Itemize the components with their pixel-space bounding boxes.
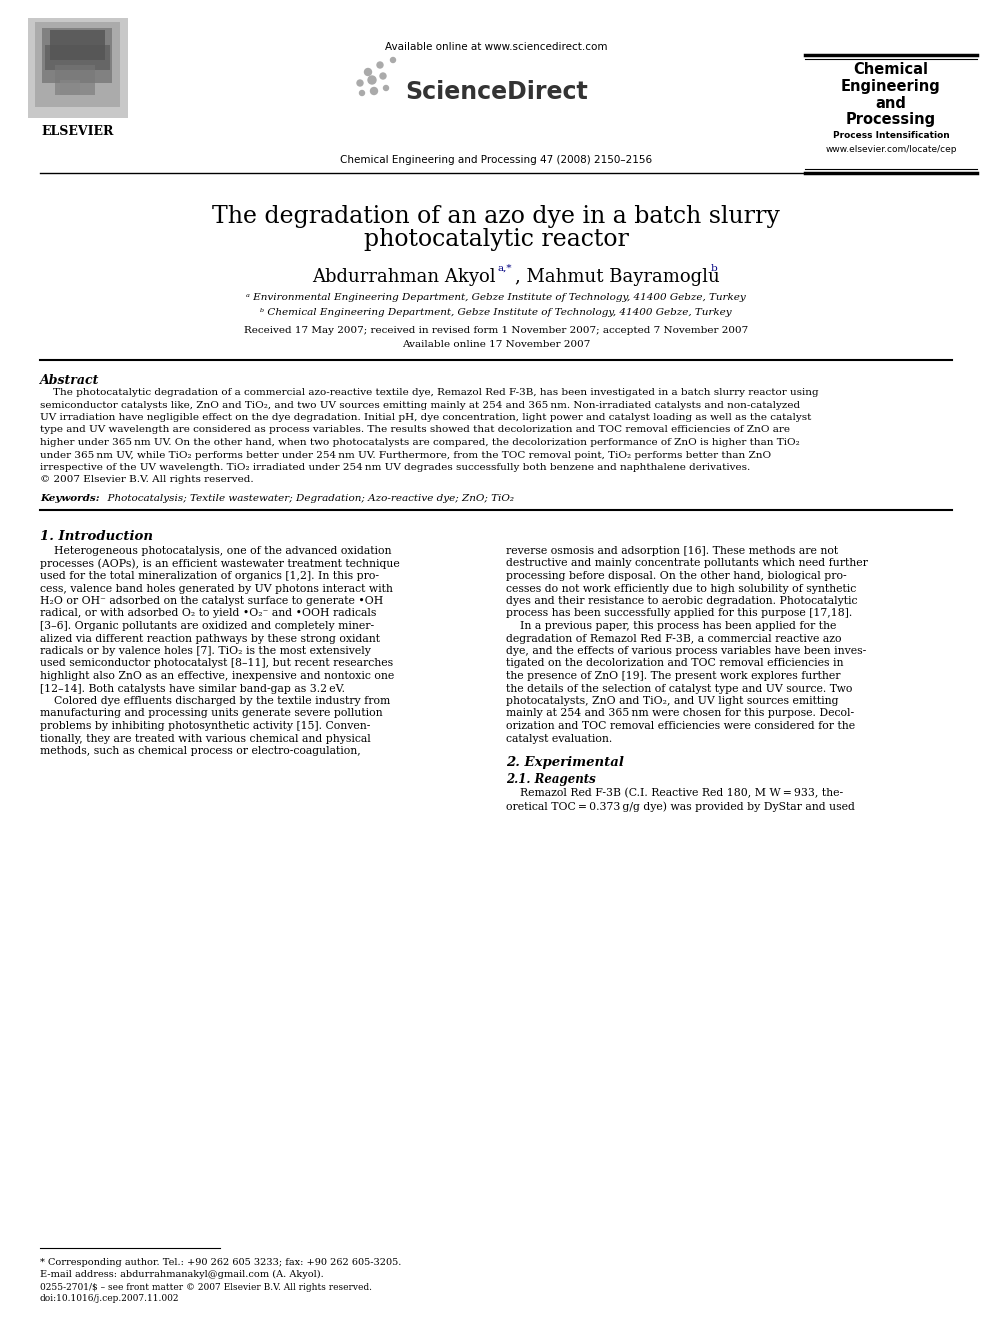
Text: Remazol Red F-3B (C.I. Reactive Red 180, M W = 933, the-: Remazol Red F-3B (C.I. Reactive Red 180,… <box>506 789 843 798</box>
Text: Processing: Processing <box>846 112 936 127</box>
Text: Chemical: Chemical <box>853 62 929 77</box>
Text: dyes and their resistance to aerobic degradation. Photocatalytic: dyes and their resistance to aerobic deg… <box>506 595 857 606</box>
Text: 2. Experimental: 2. Experimental <box>506 755 624 769</box>
Circle shape <box>357 79 363 86</box>
Text: used semiconductor photocatalyst [8–11], but recent researches: used semiconductor photocatalyst [8–11],… <box>40 659 393 668</box>
Text: ELSEVIER: ELSEVIER <box>42 124 114 138</box>
Text: destructive and mainly concentrate pollutants which need further: destructive and mainly concentrate pollu… <box>506 558 868 569</box>
Text: Photocatalysis; Textile wastewater; Degradation; Azo-reactive dye; ZnO; TiO₂: Photocatalysis; Textile wastewater; Degr… <box>101 493 514 503</box>
Text: and: and <box>876 97 907 111</box>
Text: Abstract: Abstract <box>40 374 99 388</box>
Bar <box>55 65 95 95</box>
Text: a,*: a,* <box>497 265 512 273</box>
Text: problems by inhibiting photosynthetic activity [15]. Conven-: problems by inhibiting photosynthetic ac… <box>40 721 370 732</box>
Text: radicals or by valence holes [7]. TiO₂ is the most extensively: radicals or by valence holes [7]. TiO₂ i… <box>40 646 371 656</box>
Text: photocatalysts, ZnO and TiO₂, and UV light sources emitting: photocatalysts, ZnO and TiO₂, and UV lig… <box>506 696 838 706</box>
Circle shape <box>380 73 386 79</box>
Text: under 365 nm UV, while TiO₂ performs better under 254 nm UV. Furthermore, from t: under 365 nm UV, while TiO₂ performs bet… <box>40 451 771 459</box>
Text: the details of the selection of catalyst type and UV source. Two: the details of the selection of catalyst… <box>506 684 852 693</box>
Text: b: b <box>711 265 718 273</box>
Text: radical, or with adsorbed O₂ to yield •O₂⁻ and •OOH radicals: radical, or with adsorbed O₂ to yield •O… <box>40 609 376 618</box>
Text: 0255-2701/$ – see front matter © 2007 Elsevier B.V. All rights reserved.: 0255-2701/$ – see front matter © 2007 El… <box>40 1283 372 1293</box>
Text: ᵇ Chemical Engineering Department, Gebze Institute of Technology, 41400 Gebze, T: ᵇ Chemical Engineering Department, Gebze… <box>260 308 732 318</box>
Text: alized via different reaction pathways by these strong oxidant: alized via different reaction pathways b… <box>40 634 380 643</box>
Bar <box>45 45 110 70</box>
Text: reverse osmosis and adsorption [16]. These methods are not: reverse osmosis and adsorption [16]. The… <box>506 546 838 556</box>
Text: Chemical Engineering and Processing 47 (2008) 2150–2156: Chemical Engineering and Processing 47 (… <box>340 155 652 165</box>
Text: Engineering: Engineering <box>841 79 940 94</box>
Bar <box>28 19 128 118</box>
Text: mainly at 254 and 365 nm were chosen for this purpose. Decol-: mainly at 254 and 365 nm were chosen for… <box>506 709 854 718</box>
Text: * Corresponding author. Tel.: +90 262 605 3233; fax: +90 262 605-3205.: * Corresponding author. Tel.: +90 262 60… <box>40 1258 402 1267</box>
Text: Abdurrahman Akyol: Abdurrahman Akyol <box>312 269 496 286</box>
Text: degradation of Remazol Red F-3B, a commercial reactive azo: degradation of Remazol Red F-3B, a comme… <box>506 634 841 643</box>
Text: In a previous paper, this process has been applied for the: In a previous paper, this process has be… <box>506 620 836 631</box>
Text: highlight also ZnO as an effective, inexpensive and nontoxic one: highlight also ZnO as an effective, inex… <box>40 671 394 681</box>
Text: cess, valence band holes generated by UV photons interact with: cess, valence band holes generated by UV… <box>40 583 393 594</box>
Text: [3–6]. Organic pollutants are oxidized and completely miner-: [3–6]. Organic pollutants are oxidized a… <box>40 620 374 631</box>
Text: doi:10.1016/j.cep.2007.11.002: doi:10.1016/j.cep.2007.11.002 <box>40 1294 180 1303</box>
Text: ScienceDirect: ScienceDirect <box>405 79 587 105</box>
Text: higher under 365 nm UV. On the other hand, when two photocatalysts are compared,: higher under 365 nm UV. On the other han… <box>40 438 800 447</box>
Circle shape <box>368 75 376 83</box>
Text: Colored dye effluents discharged by the textile industry from: Colored dye effluents discharged by the … <box>40 696 390 706</box>
Circle shape <box>377 62 383 67</box>
Bar <box>35 22 120 107</box>
Text: tigated on the decolorization and TOC removal efficiencies in: tigated on the decolorization and TOC re… <box>506 659 843 668</box>
Text: cesses do not work efficiently due to high solubility of synthetic: cesses do not work efficiently due to hi… <box>506 583 856 594</box>
Text: Process Intensification: Process Intensification <box>832 131 949 140</box>
Text: semiconductor catalysts like, ZnO and TiO₂, and two UV sources emitting mainly a: semiconductor catalysts like, ZnO and Ti… <box>40 401 801 410</box>
Text: E-mail address: abdurrahmanakyl@gmail.com (A. Akyol).: E-mail address: abdurrahmanakyl@gmail.co… <box>40 1270 323 1279</box>
Text: tionally, they are treated with various chemical and physical: tionally, they are treated with various … <box>40 733 371 744</box>
Bar <box>42 28 112 83</box>
Text: Available online 17 November 2007: Available online 17 November 2007 <box>402 340 590 349</box>
Text: Heterogeneous photocatalysis, one of the advanced oxidation: Heterogeneous photocatalysis, one of the… <box>40 546 392 556</box>
Text: 1. Introduction: 1. Introduction <box>40 531 153 542</box>
Text: process has been successfully applied for this purpose [17,18].: process has been successfully applied fo… <box>506 609 852 618</box>
Circle shape <box>370 87 378 94</box>
Text: manufacturing and processing units generate severe pollution: manufacturing and processing units gener… <box>40 709 383 718</box>
Text: Keywords:: Keywords: <box>40 493 99 503</box>
Text: oretical TOC = 0.373 g/g dye) was provided by DyStar and used: oretical TOC = 0.373 g/g dye) was provid… <box>506 800 855 811</box>
Text: photocatalytic reactor: photocatalytic reactor <box>363 228 629 251</box>
Circle shape <box>384 86 389 90</box>
Text: processing before disposal. On the other hand, biological pro-: processing before disposal. On the other… <box>506 572 846 581</box>
Text: The photocatalytic degradation of a commercial azo-reactive textile dye, Remazol: The photocatalytic degradation of a comm… <box>40 388 818 397</box>
Text: the presence of ZnO [19]. The present work explores further: the presence of ZnO [19]. The present wo… <box>506 671 840 681</box>
Text: processes (AOPs), is an efficient wastewater treatment technique: processes (AOPs), is an efficient wastew… <box>40 558 400 569</box>
Text: www.elsevier.com/locate/cep: www.elsevier.com/locate/cep <box>825 146 956 153</box>
Circle shape <box>359 90 364 95</box>
Circle shape <box>364 69 371 75</box>
Text: orization and TOC removal efficiencies were considered for the: orization and TOC removal efficiencies w… <box>506 721 855 732</box>
Text: type and UV wavelength are considered as process variables. The results showed t: type and UV wavelength are considered as… <box>40 426 790 434</box>
Text: , Mahmut Bayramoglu: , Mahmut Bayramoglu <box>515 269 725 286</box>
Bar <box>60 79 80 95</box>
Text: catalyst evaluation.: catalyst evaluation. <box>506 733 612 744</box>
Text: methods, such as chemical process or electro-coagulation,: methods, such as chemical process or ele… <box>40 746 361 755</box>
Text: irrespective of the UV wavelength. TiO₂ irradiated under 254 nm UV degrades succ: irrespective of the UV wavelength. TiO₂ … <box>40 463 750 472</box>
Text: dye, and the effects of various process variables have been inves-: dye, and the effects of various process … <box>506 646 866 656</box>
Text: The degradation of an azo dye in a batch slurry: The degradation of an azo dye in a batch… <box>212 205 780 228</box>
Text: UV irradiation have negligible effect on the dye degradation. Initial pH, dye co: UV irradiation have negligible effect on… <box>40 413 811 422</box>
Text: [12–14]. Both catalysts have similar band-gap as 3.2 eV.: [12–14]. Both catalysts have similar ban… <box>40 684 345 693</box>
Text: Available online at www.sciencedirect.com: Available online at www.sciencedirect.co… <box>385 42 607 52</box>
Text: ᵃ Environmental Engineering Department, Gebze Institute of Technology, 41400 Geb: ᵃ Environmental Engineering Department, … <box>246 292 746 302</box>
Circle shape <box>391 57 396 62</box>
Text: © 2007 Elsevier B.V. All rights reserved.: © 2007 Elsevier B.V. All rights reserved… <box>40 475 254 484</box>
Text: Received 17 May 2007; received in revised form 1 November 2007; accepted 7 Novem: Received 17 May 2007; received in revise… <box>244 325 748 335</box>
Text: used for the total mineralization of organics [1,2]. In this pro-: used for the total mineralization of org… <box>40 572 379 581</box>
Bar <box>50 30 105 60</box>
Text: H₂O or OH⁻ adsorbed on the catalyst surface to generate •OH: H₂O or OH⁻ adsorbed on the catalyst surf… <box>40 595 383 606</box>
Text: 2.1. Reagents: 2.1. Reagents <box>506 773 596 786</box>
